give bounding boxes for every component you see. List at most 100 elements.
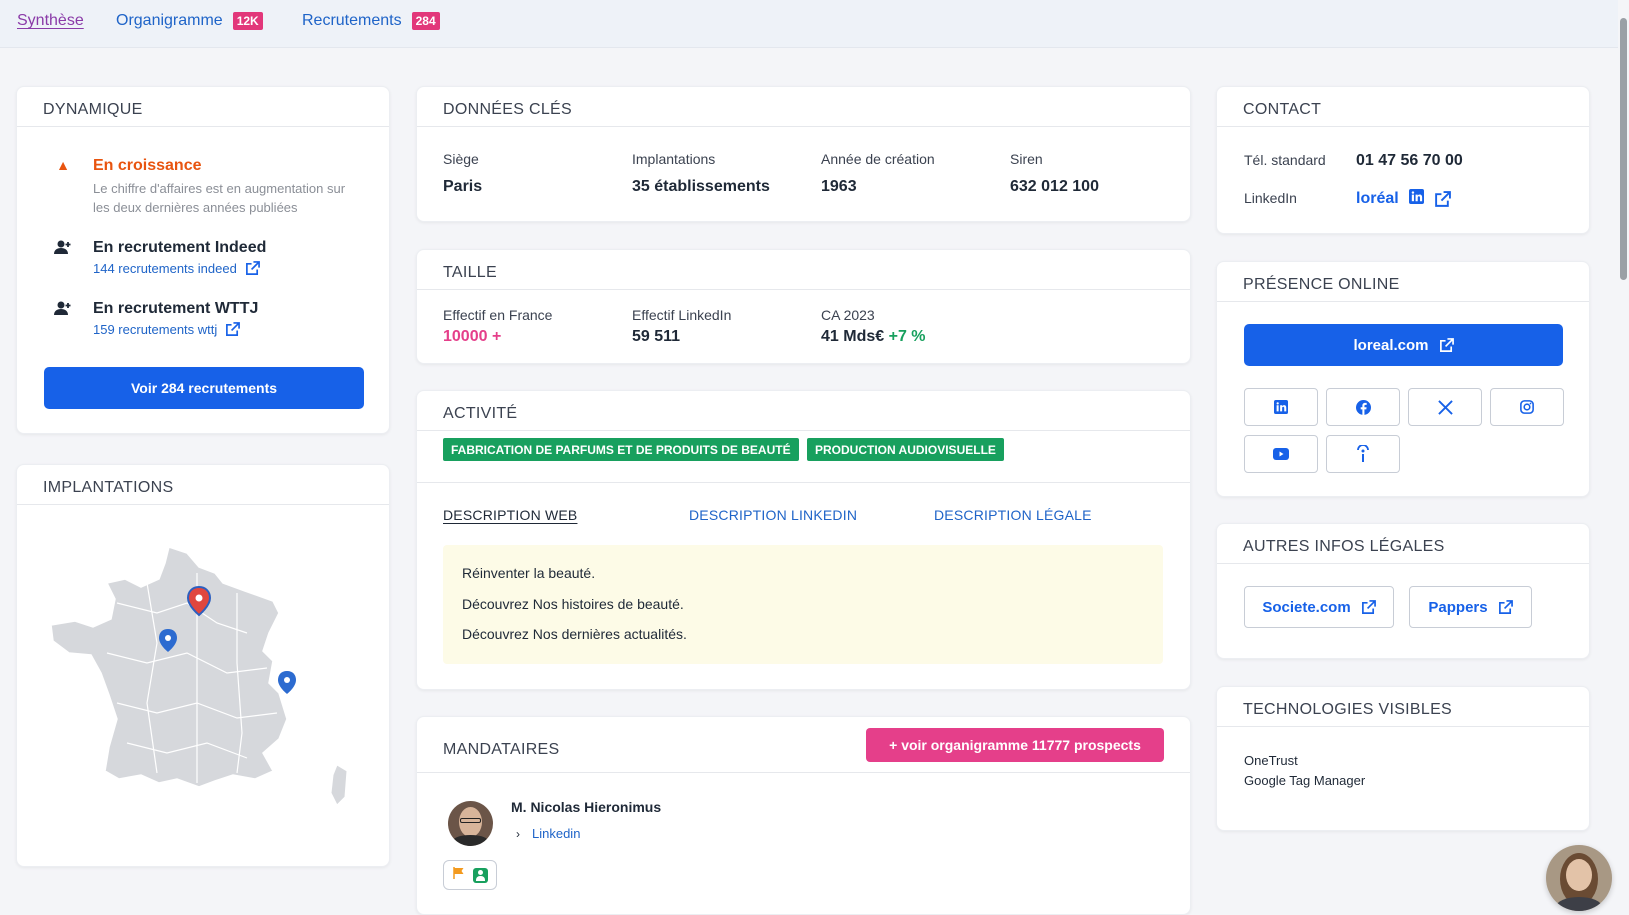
indeed-item: En recrutement Indeed 144 recrutements i… <box>53 239 266 276</box>
person-linkedin-link[interactable]: › Linkedin <box>516 826 580 841</box>
instagram-button[interactable] <box>1490 388 1564 426</box>
youtube-button[interactable] <box>1244 435 1318 473</box>
user-add-icon <box>53 300 73 337</box>
card-title: PRÉSENCE ONLINE <box>1217 262 1589 302</box>
facebook-button[interactable] <box>1326 388 1400 426</box>
description-line: Découvrez Nos histoires de beauté. <box>462 596 684 612</box>
page-scrollbar[interactable] <box>1618 0 1629 915</box>
effectif-li-value: 59 511 <box>632 328 681 345</box>
linkedin-icon <box>1408 189 1424 209</box>
count-badge: 284 <box>411 12 440 30</box>
voir-organigramme-button[interactable]: + voir organigramme 11777 prospects <box>866 728 1164 762</box>
tel-value: 01 47 56 70 00 <box>1356 152 1463 169</box>
x-button[interactable] <box>1408 388 1482 426</box>
instagram-icon <box>1520 400 1534 414</box>
external-link-icon <box>1434 190 1451 207</box>
card-title: DONNÉES CLÉS <box>417 87 1190 127</box>
wttj-item: En recrutement WTTJ 159 recrutements wtt… <box>53 300 258 337</box>
external-link-icon <box>1361 599 1376 614</box>
dynamique-card: DYNAMIQUE ▲ En croissance Le chiffre d'a… <box>16 86 390 434</box>
chat-widget-avatar[interactable] <box>1546 845 1612 911</box>
effectif-li-label: Effectif LinkedIn <box>632 307 732 323</box>
card-title: CONTACT <box>1217 87 1589 127</box>
tel-label: Tél. standard <box>1244 152 1326 168</box>
siege-value: Paris <box>443 178 483 195</box>
activity-tag: FABRICATION DE PARFUMS ET DE PRODUITS DE… <box>443 438 799 461</box>
donnees-cles-card: DONNÉES CLÉS <box>416 86 1191 222</box>
technology-item: OneTrust <box>1244 753 1298 768</box>
linkedin-button[interactable] <box>1244 388 1318 426</box>
count-badge: 12K <box>232 12 263 30</box>
indeed-link[interactable]: 144 recrutements indeed <box>93 261 266 276</box>
growth-desc: Le chiffre d'affaires est en augmentatio… <box>93 181 346 215</box>
card-title: ACTIVITÉ <box>417 391 1190 431</box>
ca-value: 41 Mds€ +7 % <box>821 328 926 346</box>
scrollbar-thumb[interactable] <box>1620 18 1627 280</box>
tab-label: Recrutements <box>302 12 402 29</box>
link-label: Linkedin <box>532 826 581 841</box>
card-title: IMPLANTATIONS <box>17 465 389 505</box>
implantations-label: Implantations <box>632 151 716 167</box>
france-map[interactable] <box>47 543 367 823</box>
top-nav: Synthèse Organigramme 12K Recrutements 284 <box>0 0 1618 48</box>
contact-card: CONTACT <box>1216 86 1590 234</box>
external-link-icon <box>245 261 260 275</box>
card-title: MANDATAIRES <box>417 717 1190 773</box>
wttj-title: En recrutement WTTJ <box>93 300 259 317</box>
tab-recrutements[interactable]: Recrutements 284 <box>302 12 440 30</box>
website-label: loreal.com <box>1353 336 1429 354</box>
indeed-title: En recrutement Indeed <box>93 239 267 256</box>
linkedin-label: LinkedIn <box>1244 190 1297 206</box>
link-label: Societe.com <box>1262 598 1351 616</box>
card-title: AUTRES INFOS LÉGALES <box>1217 524 1589 564</box>
ca-growth: +7 % <box>888 328 926 345</box>
map-pin-east <box>278 671 296 694</box>
technologies-card: TECHNOLOGIES VISIBLES <box>1216 686 1590 831</box>
external-link-icon <box>1439 337 1454 352</box>
tab-label: Organigramme <box>116 12 223 29</box>
tab-description-legale[interactable]: DESCRIPTION LÉGALE <box>934 507 1092 523</box>
person-badges[interactable] <box>443 860 497 890</box>
implantations-card: IMPLANTATIONS <box>16 464 390 867</box>
link-label: Pappers <box>1428 598 1488 616</box>
siege-label: Siège <box>443 151 479 167</box>
growth-title: En croissance <box>93 157 202 174</box>
linkedin-icon <box>1274 400 1288 414</box>
link-label: 144 recrutements indeed <box>93 261 237 276</box>
ca-amount: 41 Mds€ <box>821 328 885 345</box>
info-button[interactable] <box>1326 435 1400 473</box>
growth-item: ▲ En croissance Le chiffre d'affaires es… <box>53 157 353 217</box>
chevron-right-icon: › <box>516 826 520 841</box>
taille-card: TAILLE <box>416 249 1191 364</box>
voir-recrutements-button[interactable]: Voir 284 recrutements <box>44 367 364 409</box>
activity-tag: PRODUCTION AUDIOVISUELLE <box>807 438 1004 461</box>
divider <box>417 482 1190 483</box>
map-pin-west <box>159 629 177 652</box>
card-title: TAILLE <box>417 250 1190 290</box>
siren-label: Siren <box>1010 151 1043 167</box>
effectif-fr-value: 10000 + <box>443 328 502 345</box>
wttj-link[interactable]: 159 recrutements wttj <box>93 322 258 337</box>
info-icon <box>1357 445 1369 462</box>
description-box: Réinventer la beauté. Découvrez Nos hist… <box>443 545 1163 664</box>
societe-com-button[interactable]: Societe.com <box>1244 586 1394 628</box>
tab-description-linkedin[interactable]: DESCRIPTION LINKEDIN <box>689 507 858 523</box>
ca-label: CA 2023 <box>821 307 875 323</box>
link-label: 159 recrutements wttj <box>93 322 218 337</box>
description-line: Réinventer la beauté. <box>462 565 596 581</box>
pappers-button[interactable]: Pappers <box>1409 586 1532 628</box>
annee-value: 1963 <box>821 178 857 195</box>
website-button[interactable]: loreal.com <box>1244 324 1563 366</box>
x-icon <box>1437 399 1453 415</box>
effectif-fr-label: Effectif en France <box>443 307 553 323</box>
card-title: TECHNOLOGIES VISIBLES <box>1217 687 1589 727</box>
description-line: Découvrez Nos dernières actualités. <box>462 626 687 642</box>
tab-synthese[interactable]: Synthèse <box>17 12 84 30</box>
youtube-icon <box>1273 448 1289 460</box>
avatar <box>448 801 493 846</box>
tab-description-web[interactable]: DESCRIPTION WEB <box>443 507 578 523</box>
external-link-icon <box>1498 599 1513 614</box>
presence-online-card: PRÉSENCE ONLINE <box>1216 261 1590 497</box>
tab-organigramme[interactable]: Organigramme 12K <box>116 12 263 30</box>
linkedin-link[interactable]: loréal <box>1356 189 1451 209</box>
